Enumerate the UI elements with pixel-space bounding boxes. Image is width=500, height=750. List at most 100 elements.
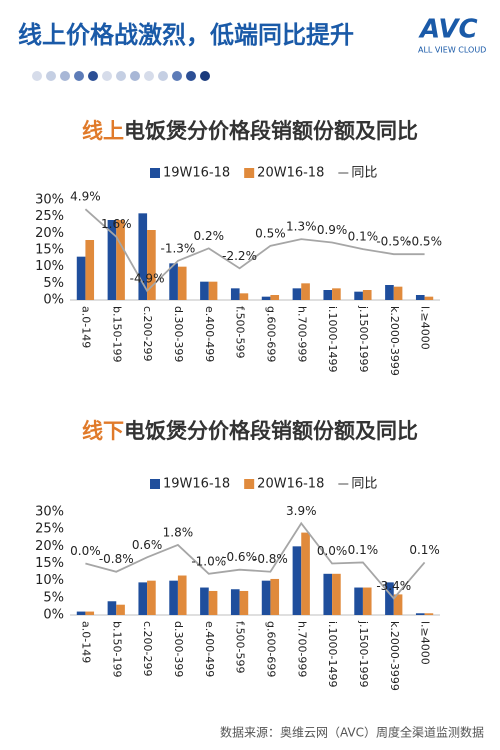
bar xyxy=(138,213,148,300)
bar xyxy=(169,263,178,300)
x-tick-label: e.400-499 xyxy=(203,306,216,362)
bar xyxy=(116,604,125,615)
bar xyxy=(85,240,95,300)
bar xyxy=(177,575,187,615)
chart-title-part: 线下 xyxy=(82,419,124,443)
dot xyxy=(46,71,56,81)
data-label: -1.3% xyxy=(161,241,196,255)
x-tick-label: b.150-199 xyxy=(110,621,123,677)
bar xyxy=(177,266,187,300)
y-tick-label: 10% xyxy=(35,573,64,588)
data-label: 0.5% xyxy=(255,226,286,240)
x-tick-label: k.2000-3999 xyxy=(388,306,401,376)
x-tick-label: e.400-499 xyxy=(203,621,216,677)
logo: AVC xyxy=(418,15,478,45)
bar xyxy=(362,587,372,615)
data-label: -1.0% xyxy=(191,554,226,568)
y-tick-label: 25% xyxy=(35,522,64,537)
y-tick-label: 20% xyxy=(35,226,64,241)
x-tick-label: d.300-399 xyxy=(172,621,185,677)
y-tick-label: 20% xyxy=(35,539,64,554)
chart-title: 线下电饭煲分价格段销额份额及同比 xyxy=(82,419,418,443)
bar xyxy=(208,281,218,300)
dot xyxy=(172,71,182,81)
bar xyxy=(200,587,209,615)
trend-line xyxy=(85,521,426,600)
x-tick-label: l.≥4000 xyxy=(419,621,432,665)
bar xyxy=(393,286,403,300)
bar xyxy=(332,573,341,615)
bar xyxy=(415,613,425,615)
bar xyxy=(270,578,280,615)
data-label: -2.2% xyxy=(222,249,257,263)
bar xyxy=(230,288,240,300)
dot xyxy=(116,71,126,81)
data-label: 3.9% xyxy=(286,504,317,518)
bar xyxy=(85,611,95,615)
chart-title-part: 线上 xyxy=(82,119,124,143)
dot xyxy=(74,71,84,81)
x-tick-label: g.600-699 xyxy=(264,621,277,677)
data-label: -0.8% xyxy=(99,552,134,566)
bar xyxy=(107,220,117,300)
data-label: 0.0% xyxy=(317,544,348,558)
bar xyxy=(332,288,341,300)
x-tick-label: i.1000-1499 xyxy=(326,621,339,688)
dot xyxy=(130,71,140,81)
trend-line xyxy=(84,208,425,293)
x-tick-label: i.1000-1499 xyxy=(326,306,339,373)
dot xyxy=(88,71,98,81)
chart-title: 线上电饭煲分价格段销额份额及同比 xyxy=(82,119,418,143)
bar xyxy=(261,580,271,615)
data-label: -4.9% xyxy=(130,271,165,285)
legend-label: 20W16-18 xyxy=(257,166,324,181)
bar xyxy=(200,281,209,300)
bar xyxy=(362,290,372,300)
dot xyxy=(200,71,210,81)
x-tick-label: b.150-199 xyxy=(110,306,123,362)
data-label: 4.9% xyxy=(70,190,101,204)
data-label: 0.0% xyxy=(70,544,101,558)
legend-label: 同比 xyxy=(351,166,377,181)
y-tick-label: 0% xyxy=(43,293,64,308)
x-tick-label: k.2000-3999 xyxy=(388,621,401,691)
bar xyxy=(292,546,302,615)
bar xyxy=(424,613,434,615)
legend-swatch xyxy=(244,479,255,489)
bar xyxy=(76,611,86,615)
bar xyxy=(323,573,333,615)
footer: 数据来源：奥维云网（AVC）周度全渠道监测数据 xyxy=(220,725,484,740)
bar xyxy=(239,590,249,615)
y-tick-label: 30% xyxy=(35,505,64,520)
y-tick-label: 5% xyxy=(43,590,64,605)
bar xyxy=(354,291,363,300)
legend-swatch xyxy=(244,168,255,178)
bar xyxy=(116,220,125,300)
x-tick-label: g.600-699 xyxy=(264,306,277,362)
bar xyxy=(138,582,148,615)
bar xyxy=(301,283,310,300)
bar xyxy=(424,296,434,300)
y-tick-label: 25% xyxy=(35,209,64,224)
data-label: 0.1% xyxy=(409,543,440,557)
data-label: -0.6% xyxy=(222,550,257,564)
dot xyxy=(158,71,168,81)
bar xyxy=(147,230,156,300)
bar xyxy=(261,296,271,300)
y-tick-label: 15% xyxy=(35,556,64,571)
x-tick-label: c.200-299 xyxy=(141,621,154,677)
legend-swatch xyxy=(150,168,160,178)
y-tick-label: 5% xyxy=(43,276,64,291)
x-tick-label: c.200-299 xyxy=(141,306,154,362)
data-label: 0.1% xyxy=(348,230,379,244)
bar xyxy=(230,589,240,615)
data-label: 0.1% xyxy=(348,543,379,557)
x-tick-label: j.1500-1999 xyxy=(357,305,370,373)
x-tick-label: f.500-599 xyxy=(234,306,247,359)
bar xyxy=(301,532,310,615)
x-tick-label: l.≥4000 xyxy=(419,306,432,350)
data-label: 0.6% xyxy=(132,538,163,552)
data-label: 1.6% xyxy=(101,217,132,231)
